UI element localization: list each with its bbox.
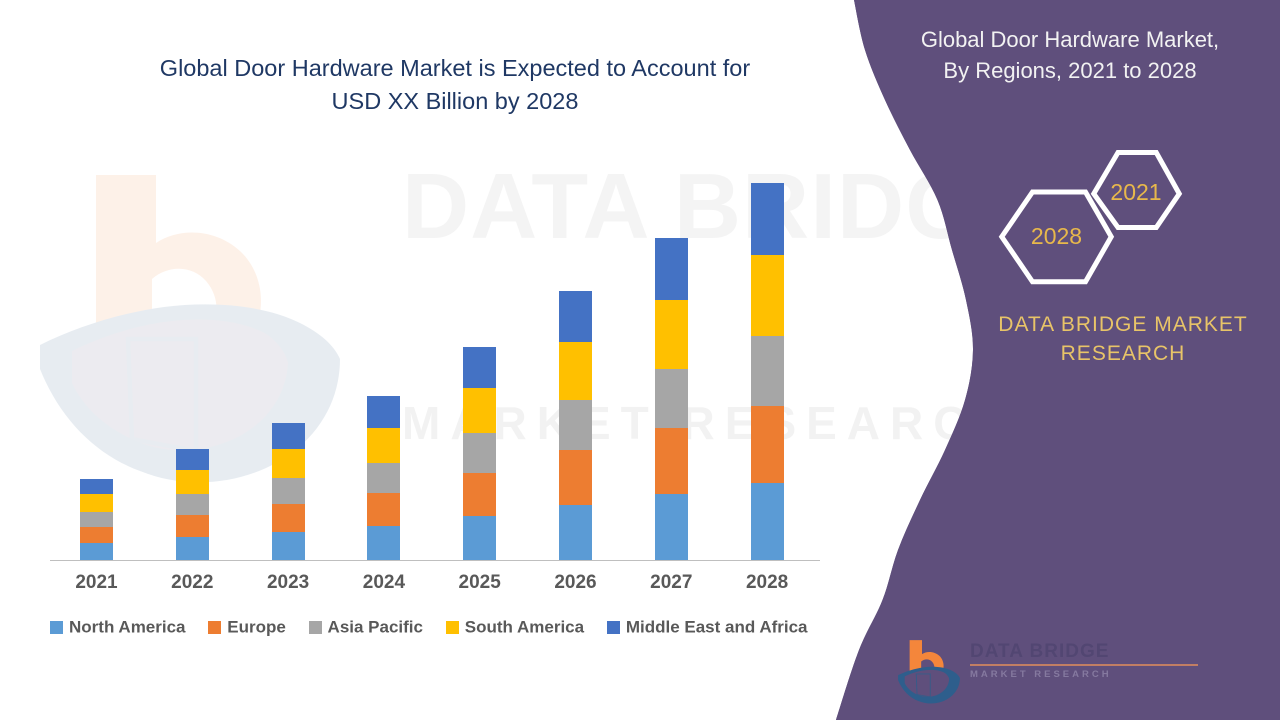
svg-text:2028: 2028 (1031, 223, 1082, 249)
svg-text:2021: 2021 (1110, 179, 1161, 205)
